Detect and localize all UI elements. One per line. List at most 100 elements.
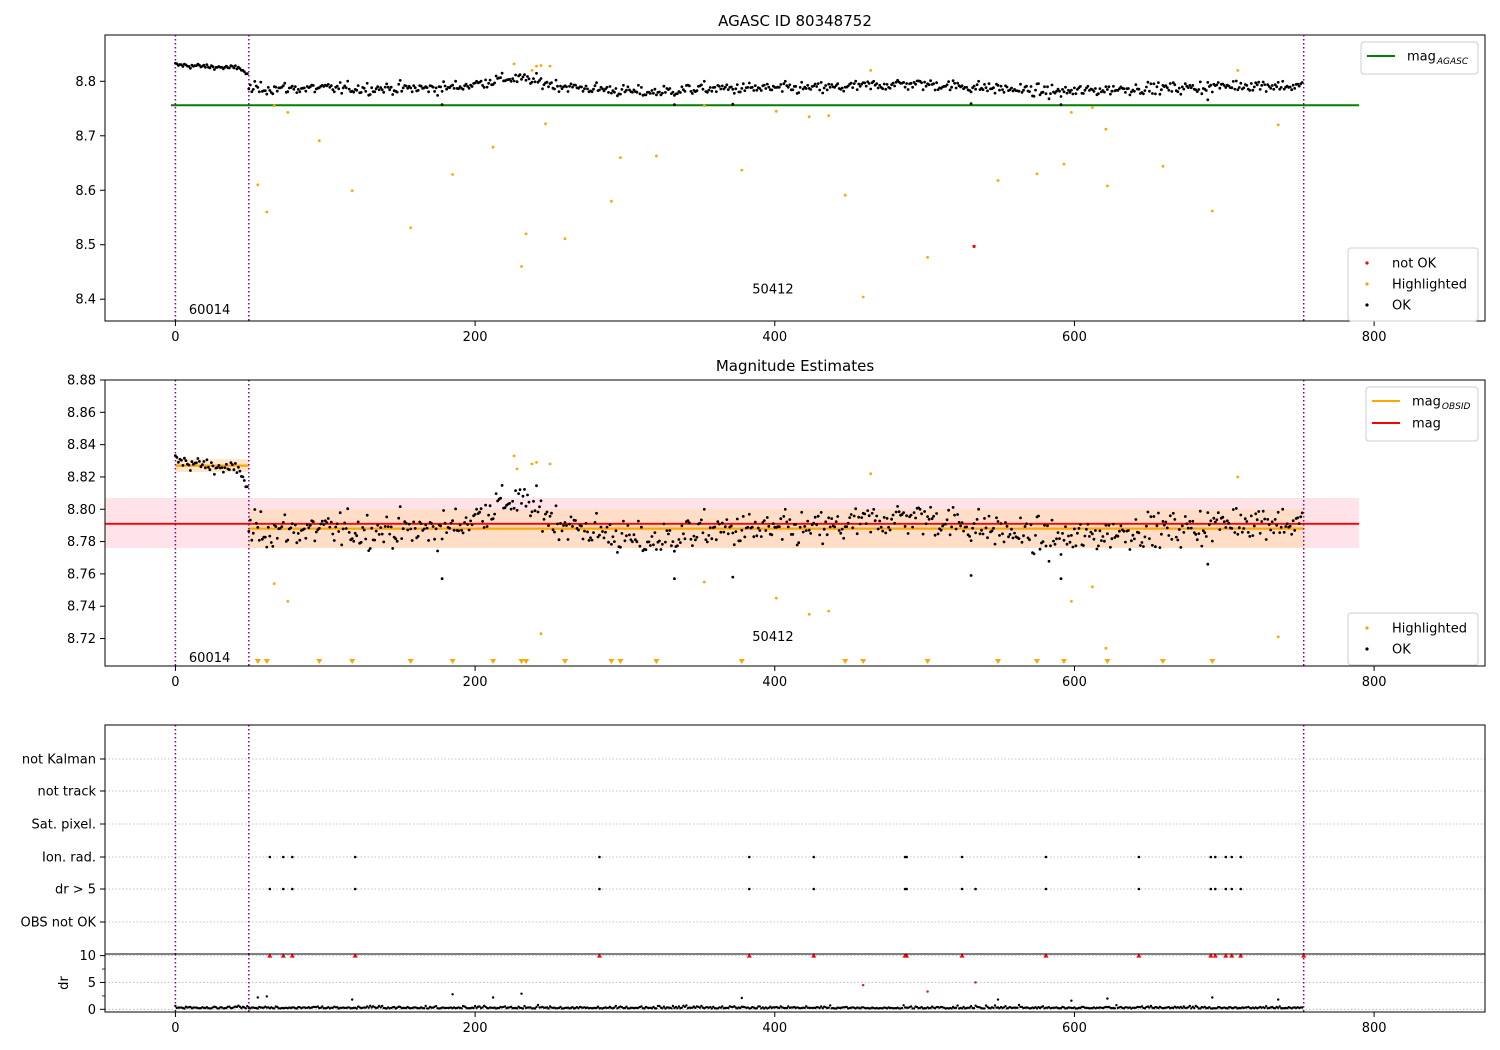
ok-point <box>383 525 387 528</box>
ok-point <box>337 87 341 91</box>
flag-row-label: dr > 5 <box>55 883 96 898</box>
ok-point <box>1168 514 1172 518</box>
ok-point <box>512 79 516 83</box>
ok-point <box>1100 539 1103 542</box>
ok-point <box>340 543 344 547</box>
ok-point <box>499 496 502 500</box>
dr-ok-point <box>1211 996 1214 999</box>
ok-point <box>530 510 534 514</box>
ok-point <box>863 81 867 85</box>
ok-point <box>726 88 730 91</box>
ok-point <box>494 74 498 78</box>
ok-point <box>890 517 893 521</box>
ok-point <box>242 70 246 73</box>
ok-point <box>806 519 810 523</box>
ok-point <box>431 525 435 528</box>
ok-point <box>532 77 535 80</box>
ok-point <box>752 89 756 92</box>
ok-point <box>818 533 822 537</box>
x-tick-label: 600 <box>1062 675 1087 690</box>
ok-point <box>1288 524 1292 528</box>
ok-point <box>442 509 445 512</box>
ok-point <box>1074 544 1078 548</box>
ok-point <box>827 82 831 86</box>
ok-point <box>987 82 991 85</box>
ok-point <box>1011 536 1015 540</box>
ok-point <box>1252 85 1256 89</box>
flag-point <box>1224 887 1228 891</box>
legend-label-subscript: OBSID <box>1442 402 1471 412</box>
ok-point <box>1130 90 1133 94</box>
ok-point <box>229 461 233 465</box>
ok-point <box>1239 81 1243 85</box>
ok-point <box>443 84 447 88</box>
ok-point <box>263 89 267 93</box>
ok-point <box>689 90 693 93</box>
ok-point <box>735 517 739 521</box>
dr-ok-point <box>671 1004 675 1008</box>
legend-box <box>1347 247 1479 322</box>
ok-point <box>551 528 555 532</box>
ok-point <box>947 80 950 83</box>
dr-ok-point <box>993 1004 997 1007</box>
highlighted-point <box>286 111 290 114</box>
ok-point <box>356 520 360 524</box>
ok-point <box>662 84 666 88</box>
dr-ok-point <box>698 1006 702 1009</box>
ok-point <box>238 469 242 473</box>
ok-point <box>205 458 209 462</box>
y-tick-label: 8.7 <box>75 129 96 144</box>
dr-ok-point <box>434 1005 438 1008</box>
ok-point <box>1173 83 1177 87</box>
ok-point <box>954 86 958 90</box>
dr-ok-point <box>355 1007 358 1010</box>
ok-point <box>616 94 619 98</box>
ok-point <box>485 525 489 528</box>
ok-point <box>413 86 417 90</box>
ok-point <box>263 535 267 539</box>
dr-clipped-marker <box>1301 953 1307 958</box>
dr-ok-point <box>460 1007 463 1010</box>
highlighted-point <box>1106 184 1109 188</box>
ok-point <box>622 83 625 87</box>
ok-point <box>1168 82 1172 85</box>
ok-point <box>1019 516 1022 520</box>
ok-point <box>661 542 664 546</box>
ok-point <box>595 511 598 515</box>
ok-point <box>461 531 465 535</box>
ok-point <box>1231 80 1235 83</box>
ok-point <box>1154 92 1157 96</box>
ok-point <box>439 85 442 89</box>
ok-point <box>803 525 807 528</box>
ok-point <box>638 544 642 548</box>
ok-point <box>750 525 754 529</box>
dr-ok-point <box>515 1007 519 1010</box>
highlighted-offscale-marker <box>738 659 745 664</box>
ok-point <box>1154 545 1157 549</box>
ok-point <box>1266 518 1270 521</box>
ok-point <box>836 82 840 86</box>
ok-point <box>1056 87 1060 91</box>
dr-ok-point <box>712 1005 715 1008</box>
ok-point <box>503 506 507 510</box>
flag-point <box>1137 855 1141 859</box>
ok-point <box>777 525 781 529</box>
ok-point <box>451 519 454 523</box>
ok-point <box>523 488 526 491</box>
ok-point <box>1197 532 1201 535</box>
ok-point <box>1174 535 1178 539</box>
ok-point <box>292 531 296 534</box>
ok-point <box>1270 520 1274 524</box>
ok-point <box>866 509 870 512</box>
ok-point <box>1255 518 1259 522</box>
ok-point <box>1142 92 1145 96</box>
ok-point <box>1151 92 1154 95</box>
ok-point <box>1059 577 1063 581</box>
ok-point <box>202 460 206 463</box>
ok-point <box>951 79 955 83</box>
ok-point <box>876 86 880 90</box>
ok-point <box>529 514 532 518</box>
ok-point <box>452 87 456 90</box>
ok-point <box>623 539 627 543</box>
dr-ok-point <box>829 1004 832 1007</box>
